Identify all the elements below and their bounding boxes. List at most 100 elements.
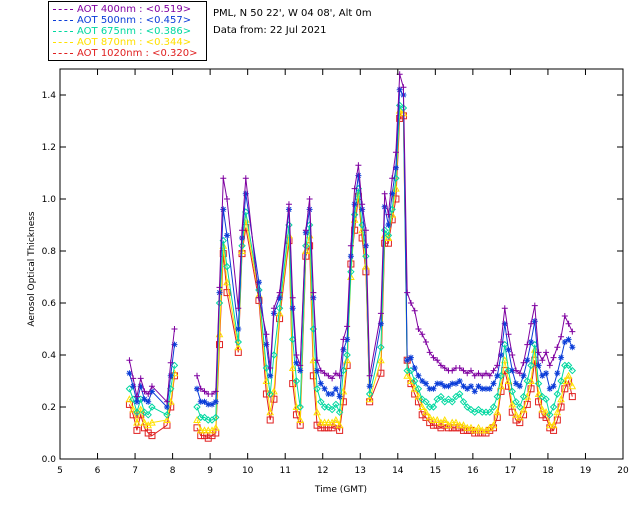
data-point	[167, 372, 174, 379]
data-point	[377, 356, 385, 364]
data-point	[148, 418, 156, 426]
data-point	[344, 323, 351, 330]
data-point	[302, 227, 309, 234]
data-point	[148, 383, 155, 390]
data-point	[479, 385, 486, 392]
data-point	[486, 385, 493, 392]
data-point	[437, 380, 444, 387]
x-tick-label: 19	[580, 466, 592, 476]
data-point	[471, 388, 478, 395]
data-point	[335, 408, 344, 416]
data-point	[242, 175, 249, 182]
data-point	[553, 390, 562, 398]
data-point	[355, 162, 362, 169]
data-point	[130, 383, 137, 390]
data-point	[133, 398, 140, 405]
data-point	[568, 393, 576, 401]
data-point	[411, 365, 418, 371]
data-point	[524, 341, 531, 348]
data-point	[347, 242, 354, 249]
data-date: Data from: 22 Jul 2021	[213, 25, 327, 36]
data-point	[483, 370, 490, 377]
data-point	[317, 367, 324, 374]
data-point	[452, 418, 460, 426]
data-point	[467, 367, 474, 374]
data-point	[400, 84, 407, 91]
data-point	[475, 370, 482, 377]
data-point	[415, 372, 422, 379]
data-point	[377, 310, 384, 317]
data-point	[426, 349, 433, 356]
data-point	[535, 362, 542, 369]
data-point	[440, 415, 449, 423]
data-point	[392, 149, 399, 156]
data-point	[538, 392, 547, 401]
data-point	[380, 226, 389, 234]
data-point	[550, 383, 557, 390]
data-point	[564, 371, 573, 379]
data-point	[392, 164, 399, 171]
data-point	[449, 380, 456, 387]
data-point	[549, 421, 558, 429]
x-tick-label: 13	[355, 466, 366, 476]
data-point	[463, 403, 471, 411]
data-point	[478, 426, 487, 434]
data-point	[310, 289, 317, 296]
data-point	[332, 415, 340, 423]
data-point	[365, 390, 374, 398]
data-point	[535, 349, 542, 356]
legend-swatch	[53, 30, 73, 32]
data-point	[504, 366, 513, 375]
data-point	[513, 367, 520, 374]
series-aot400nm	[126, 71, 576, 405]
x-tick-label: 14	[392, 466, 404, 476]
data-point	[366, 372, 373, 379]
data-point	[385, 211, 392, 218]
data-point	[539, 372, 546, 379]
data-point	[456, 365, 463, 371]
data-point	[501, 320, 508, 327]
data-point	[392, 174, 400, 182]
data-point	[513, 380, 520, 387]
legend-swatch	[53, 41, 73, 43]
data-point	[561, 339, 568, 345]
data-point	[336, 372, 343, 379]
data-point	[130, 375, 137, 382]
data-point	[497, 372, 505, 380]
data-point	[129, 395, 137, 403]
data-point	[209, 391, 216, 397]
data-point	[565, 336, 572, 343]
data-point	[509, 352, 516, 358]
data-point	[145, 398, 152, 405]
data-point	[358, 221, 366, 229]
data-point	[385, 222, 392, 228]
data-point	[474, 405, 483, 414]
data-point	[414, 392, 423, 400]
data-point	[242, 190, 249, 197]
data-point	[325, 391, 332, 397]
data-point	[564, 361, 573, 370]
data-point	[314, 357, 321, 364]
data-point	[489, 421, 498, 429]
data-point	[520, 359, 527, 366]
data-point	[550, 354, 557, 361]
data-point	[422, 408, 430, 416]
data-point	[297, 367, 304, 374]
data-point	[167, 359, 174, 366]
data-point	[266, 408, 275, 416]
data-point	[490, 367, 497, 374]
data-point	[539, 357, 546, 364]
data-point	[193, 385, 200, 392]
data-point	[377, 343, 385, 351]
data-point	[197, 385, 204, 392]
data-point	[429, 403, 438, 411]
data-point	[302, 242, 310, 250]
data-point	[505, 331, 512, 338]
data-point	[474, 423, 483, 431]
data-point	[321, 370, 328, 377]
data-point	[434, 380, 441, 387]
data-point	[448, 418, 457, 426]
data-point	[133, 393, 140, 400]
data-point	[366, 383, 373, 390]
data-point	[297, 362, 304, 369]
